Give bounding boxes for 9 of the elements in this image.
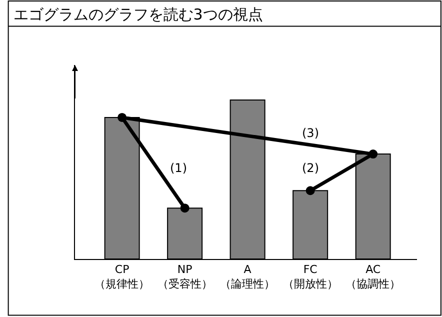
x-tick-label: NP （受容性） (157, 263, 212, 290)
x-tick-label: AC （協調性） (346, 263, 401, 290)
x-tick-label: A （論理性） (220, 263, 276, 290)
annotation: (2) (302, 161, 319, 175)
chart-title: エゴグラムのグラフを読む3つの視点 (13, 6, 263, 24)
x-tick-label: FC （開放性） (282, 263, 338, 290)
x-tick-label: CP （規律性） (94, 263, 150, 290)
annotation: (1) (170, 161, 187, 175)
annotation: (3) (302, 126, 319, 140)
